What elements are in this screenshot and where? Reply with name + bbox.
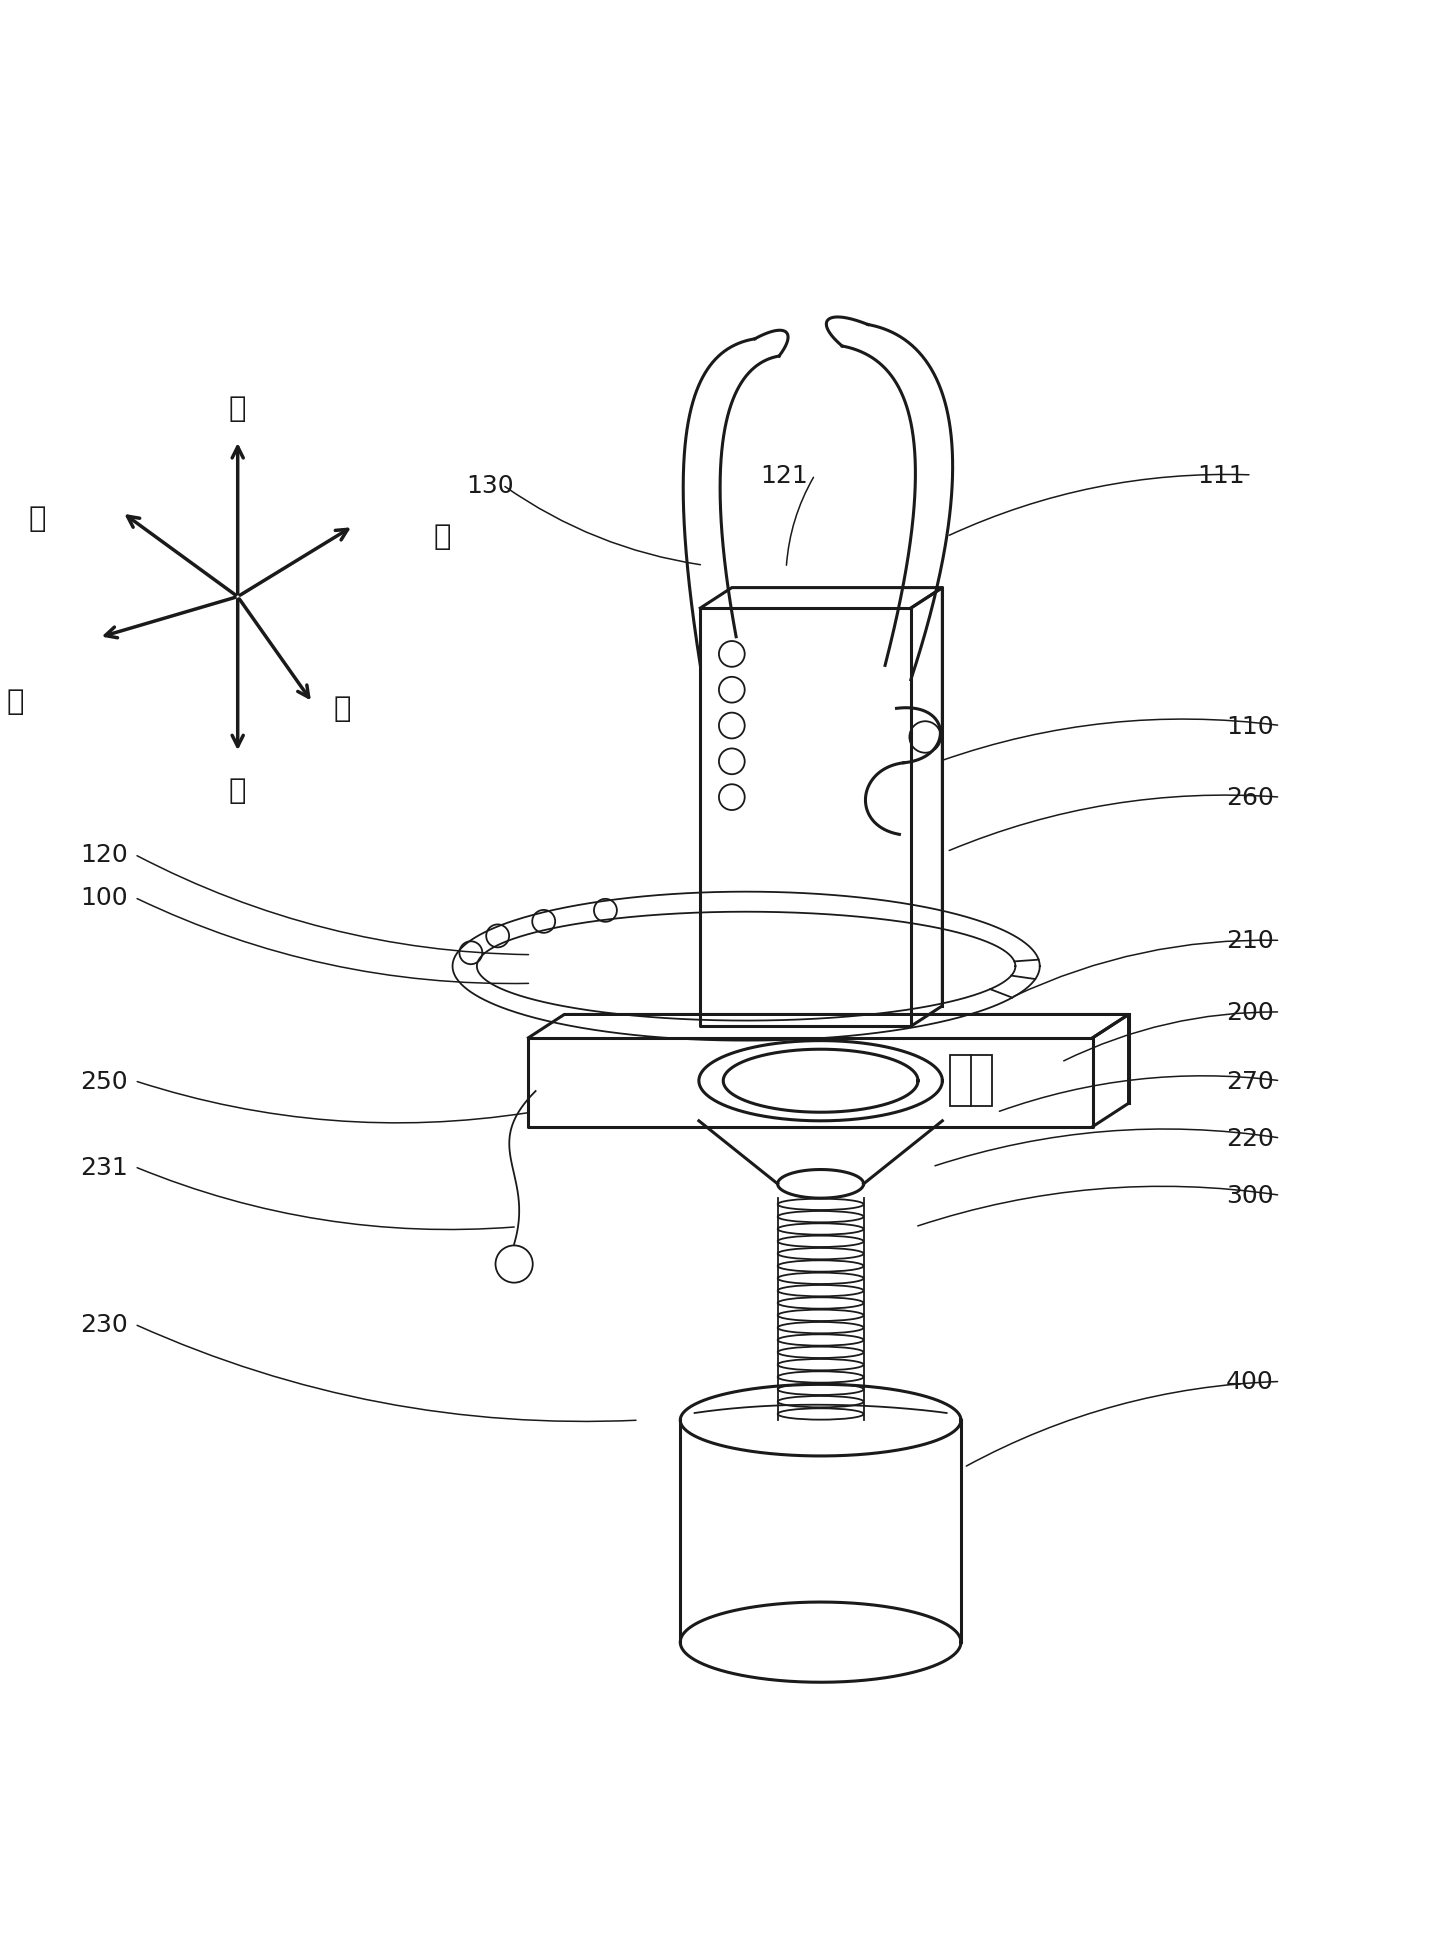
Text: 130: 130 (466, 473, 514, 498)
Text: 400: 400 (1225, 1369, 1274, 1394)
Text: 231: 231 (80, 1156, 128, 1179)
Text: 100: 100 (80, 886, 128, 909)
Text: 300: 300 (1225, 1183, 1274, 1208)
Text: 270: 270 (1225, 1068, 1274, 1094)
Text: 110: 110 (1225, 714, 1274, 739)
Text: 121: 121 (761, 463, 808, 487)
Text: 左: 左 (7, 688, 24, 715)
Text: 120: 120 (80, 843, 128, 867)
Text: 前: 前 (333, 694, 352, 723)
Text: 230: 230 (80, 1313, 128, 1336)
Text: 下: 下 (230, 778, 247, 805)
Text: 220: 220 (1225, 1127, 1274, 1150)
Text: 右: 右 (433, 524, 451, 551)
Text: 260: 260 (1225, 785, 1274, 811)
Text: 后: 后 (29, 504, 46, 533)
Text: 210: 210 (1225, 929, 1274, 952)
Text: 200: 200 (1225, 1001, 1274, 1024)
Text: 111: 111 (1197, 463, 1246, 487)
Text: 250: 250 (80, 1068, 128, 1094)
Text: 上: 上 (230, 394, 247, 423)
